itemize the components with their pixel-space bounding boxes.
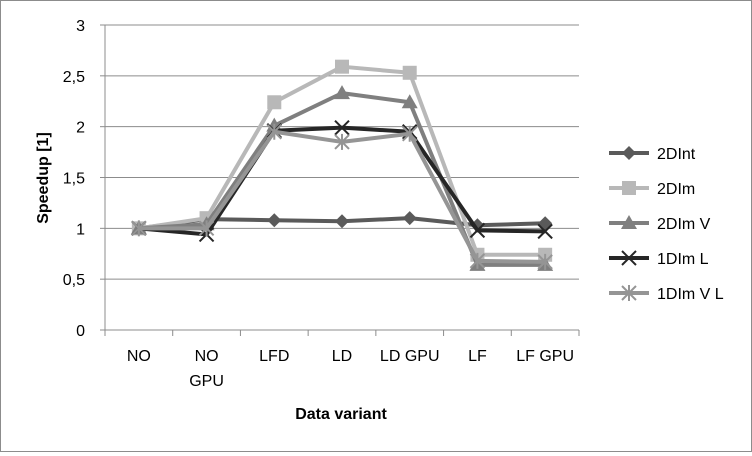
series-lines — [130, 59, 554, 271]
data-point — [469, 252, 486, 269]
series-line-2 — [138, 91, 546, 267]
legend-item: 1DIm L — [609, 250, 709, 268]
y-tick-label: 0,5 — [63, 272, 85, 289]
legend-label: 1DIm V L — [657, 286, 724, 303]
legend-marker — [621, 285, 637, 301]
data-point — [537, 223, 553, 240]
x-tick-label: LF GPU — [516, 348, 574, 365]
x-tick-label: LD — [332, 348, 352, 365]
y-tick-label: 3 — [76, 18, 85, 35]
data-point — [402, 211, 417, 226]
x-tick-label: NO — [195, 348, 219, 365]
legend-label: 2DIm — [657, 181, 695, 198]
legend-marker — [621, 250, 637, 266]
data-point — [267, 213, 282, 228]
x-tick-label: LD GPU — [380, 348, 440, 365]
legend-item: 1DIm V L — [609, 285, 724, 303]
x-tick-labels: NO NO GPU LFD LD LD GPU LF LF GPU — [127, 348, 574, 390]
y-tick-labels: 0 0,5 1 1,5 2 2,5 3 — [63, 18, 85, 340]
data-point — [266, 123, 282, 140]
series-line-4 — [138, 129, 546, 264]
legend-marker — [622, 146, 636, 160]
legend-label: 2DInt — [657, 146, 696, 163]
data-point — [334, 85, 350, 100]
data-point — [402, 65, 417, 80]
data-point — [334, 133, 350, 150]
legend: 2DInt 2DIm 2DIm V 1DIm L 1DIm V L — [609, 146, 724, 303]
series-4 — [131, 123, 553, 270]
y-tick-label: 0 — [76, 323, 85, 340]
legend-label: 2DIm V — [657, 216, 711, 233]
x-axis-title: Data variant — [295, 406, 387, 423]
y-tick-label: 2,5 — [63, 69, 85, 86]
axes — [100, 24, 580, 336]
x-tick-label: LF — [468, 348, 487, 365]
x-tick-label: LFD — [259, 348, 289, 365]
series-2 — [130, 85, 554, 271]
data-point — [267, 95, 282, 110]
x-tick-label: NO — [127, 348, 151, 365]
data-point — [131, 220, 147, 237]
y-axis-title: Speedup [1] — [35, 132, 52, 224]
data-point — [537, 253, 553, 270]
data-point — [401, 94, 418, 109]
y-tick-label: 2 — [76, 120, 85, 137]
legend-marker — [621, 215, 637, 229]
data-point — [402, 125, 418, 142]
legend-item: 2DIm — [609, 181, 695, 198]
y-tick-label: 1 — [76, 221, 85, 238]
data-point — [335, 59, 349, 74]
x-tick-label: GPU — [189, 373, 224, 390]
data-point — [469, 222, 486, 239]
legend-item: 2DInt — [609, 146, 696, 163]
legend-label: 1DIm L — [657, 251, 709, 268]
data-point — [198, 220, 215, 237]
data-point — [335, 214, 349, 229]
legend-marker — [622, 181, 636, 195]
legend-item: 2DIm V — [609, 215, 711, 233]
y-tick-label: 1,5 — [63, 171, 85, 188]
data-point — [334, 119, 350, 136]
